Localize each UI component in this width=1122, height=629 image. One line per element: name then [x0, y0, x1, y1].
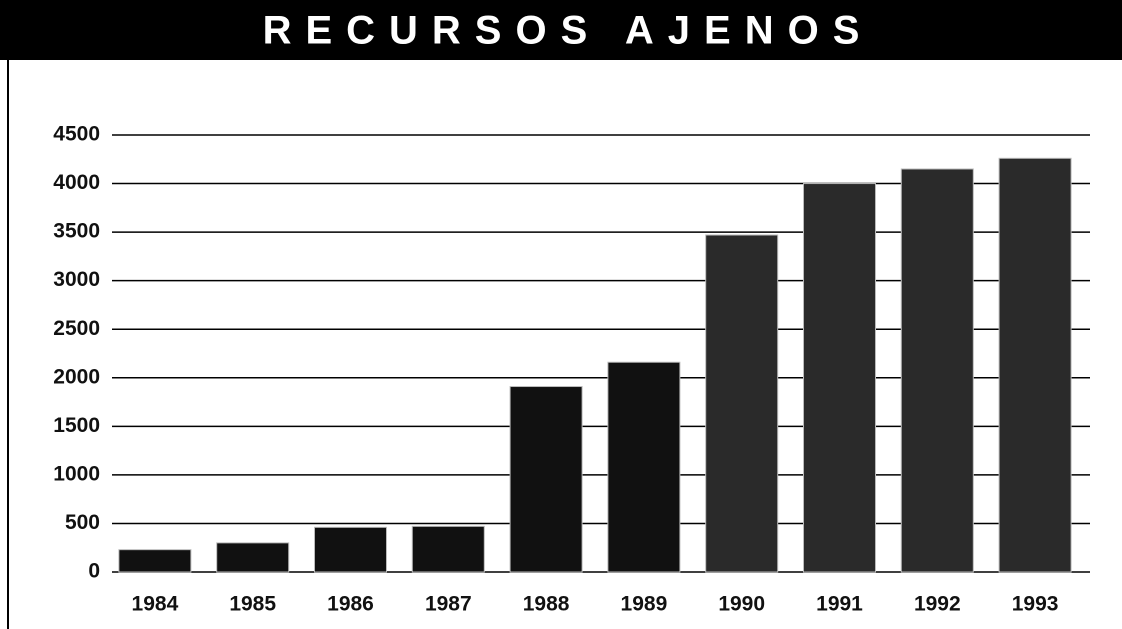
y-tick-label: 1500	[53, 414, 100, 437]
x-tick-label: 1989	[621, 593, 668, 616]
y-tick-label: 2000	[53, 365, 100, 388]
bar	[411, 525, 485, 573]
x-tick-label: 1993	[1012, 593, 1059, 616]
bar	[314, 526, 387, 573]
y-tick-label: 4500	[53, 123, 100, 146]
chart-title: RECURSOS AJENOS	[263, 9, 874, 53]
x-tick-label: 1988	[523, 593, 570, 616]
y-tick-label: 2500	[53, 317, 100, 340]
x-tick-label: 1992	[914, 593, 961, 616]
y-tick-label: 0	[88, 560, 100, 583]
bar	[705, 234, 779, 573]
bar	[216, 542, 290, 573]
bar	[607, 361, 681, 573]
y-tick-label: 500	[65, 511, 100, 534]
y-tick-label: 4000	[53, 171, 100, 194]
y-tick-label: 3500	[53, 220, 100, 243]
title-banner	[0, 0, 1122, 60]
x-tick-label: 1986	[327, 593, 374, 616]
bar	[803, 183, 876, 573]
bar	[900, 168, 974, 573]
y-tick-label: 3000	[53, 268, 100, 291]
x-tick-label: 1991	[816, 593, 863, 616]
x-tick-label: 1984	[132, 593, 179, 616]
x-tick-label: 1987	[425, 593, 472, 616]
y-tick-label: 1000	[53, 462, 100, 485]
bar	[118, 549, 192, 573]
x-tick-label: 1990	[718, 593, 765, 616]
x-tick-label: 1985	[229, 593, 276, 616]
bar	[998, 157, 1072, 573]
bar	[509, 386, 583, 573]
